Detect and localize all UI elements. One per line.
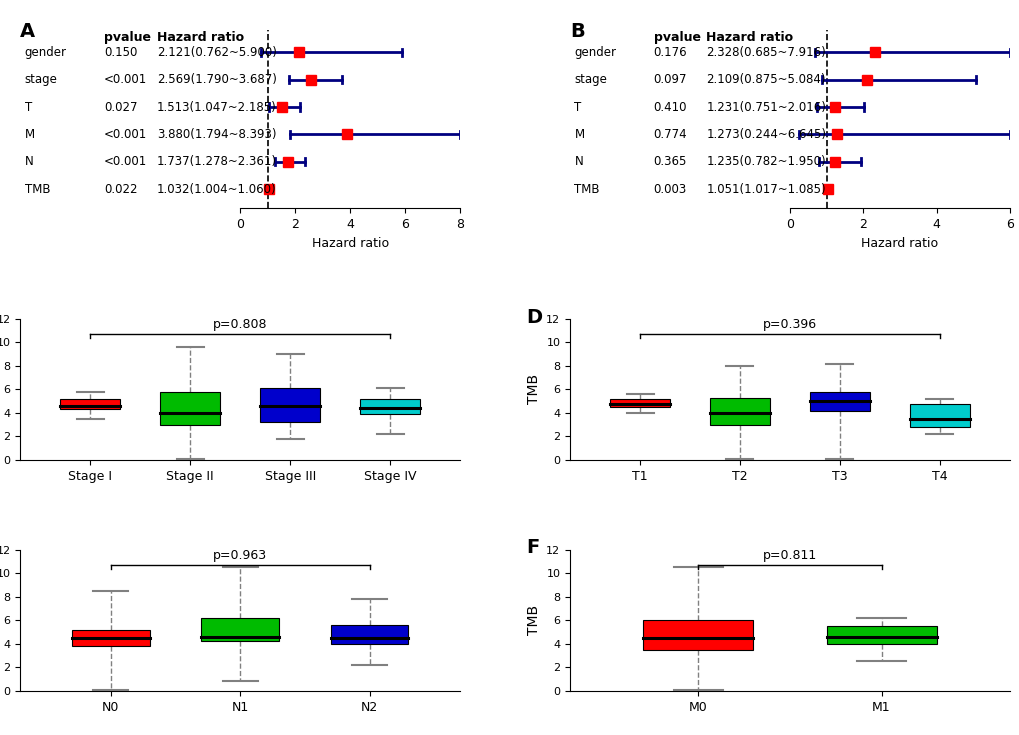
Text: 0.003: 0.003 — [653, 183, 686, 196]
Text: 2.328(0.685~7.916): 2.328(0.685~7.916) — [706, 46, 825, 59]
Text: pvalue: pvalue — [104, 31, 151, 43]
Y-axis label: TMB: TMB — [526, 374, 540, 404]
Text: p=0.963: p=0.963 — [213, 549, 267, 562]
Text: TMB: TMB — [24, 183, 50, 196]
Text: 2.569(1.790~3.687): 2.569(1.790~3.687) — [157, 74, 276, 86]
X-axis label: Hazard ratio: Hazard ratio — [860, 237, 937, 250]
Text: <0.001: <0.001 — [104, 74, 147, 86]
Text: gender: gender — [574, 46, 615, 59]
Bar — [709, 398, 769, 425]
Text: 0.774: 0.774 — [653, 128, 687, 141]
Text: pvalue: pvalue — [653, 31, 700, 43]
Text: Hazard ratio: Hazard ratio — [157, 31, 244, 43]
Bar — [360, 399, 420, 414]
Text: T: T — [24, 101, 32, 113]
Text: p=0.808: p=0.808 — [213, 318, 267, 331]
Text: 0.022: 0.022 — [104, 183, 138, 196]
Bar — [825, 626, 935, 644]
Text: stage: stage — [24, 74, 58, 86]
Bar — [909, 404, 969, 427]
Text: 1.235(0.782~1.950): 1.235(0.782~1.950) — [706, 155, 825, 168]
Text: 0.176: 0.176 — [653, 46, 687, 59]
Text: Hazard ratio: Hazard ratio — [706, 31, 793, 43]
Bar — [809, 392, 869, 411]
Text: N: N — [24, 155, 34, 168]
Text: 0.410: 0.410 — [653, 101, 687, 113]
Bar — [643, 620, 753, 650]
Bar — [202, 618, 279, 642]
Text: p=0.811: p=0.811 — [762, 549, 816, 562]
Text: <0.001: <0.001 — [104, 155, 147, 168]
Text: F: F — [526, 539, 539, 557]
Text: gender: gender — [24, 46, 66, 59]
Bar — [260, 388, 320, 423]
Y-axis label: TMB: TMB — [526, 605, 540, 635]
Text: 1.737(1.278~2.361): 1.737(1.278~2.361) — [157, 155, 276, 168]
Text: N: N — [574, 155, 583, 168]
Text: 1.051(1.017~1.085): 1.051(1.017~1.085) — [706, 183, 825, 196]
Bar — [609, 399, 669, 407]
Text: p=0.396: p=0.396 — [762, 318, 816, 331]
Text: D: D — [526, 307, 542, 326]
Text: T: T — [574, 101, 581, 113]
Bar — [72, 630, 150, 646]
Text: TMB: TMB — [574, 183, 599, 196]
Text: M: M — [24, 128, 35, 141]
Text: 2.109(0.875~5.084): 2.109(0.875~5.084) — [706, 74, 825, 86]
Text: 1.513(1.047~2.185): 1.513(1.047~2.185) — [157, 101, 276, 113]
Text: stage: stage — [574, 74, 606, 86]
Text: B: B — [570, 22, 584, 41]
Text: 2.121(0.762~5.900): 2.121(0.762~5.900) — [157, 46, 276, 59]
Text: 0.150: 0.150 — [104, 46, 138, 59]
Text: 3.880(1.794~8.393): 3.880(1.794~8.393) — [157, 128, 276, 141]
Text: 0.097: 0.097 — [653, 74, 687, 86]
Text: 0.365: 0.365 — [653, 155, 687, 168]
Text: 1.231(0.751~2.016): 1.231(0.751~2.016) — [706, 101, 825, 113]
Text: 1.032(1.004~1.060): 1.032(1.004~1.060) — [157, 183, 276, 196]
Text: A: A — [20, 22, 36, 41]
Bar — [160, 392, 220, 425]
Text: 1.273(0.244~6.645): 1.273(0.244~6.645) — [706, 128, 825, 141]
Text: 0.027: 0.027 — [104, 101, 138, 113]
Bar — [330, 625, 408, 644]
Bar — [60, 399, 120, 409]
Text: M: M — [574, 128, 584, 141]
X-axis label: Hazard ratio: Hazard ratio — [312, 237, 388, 250]
Text: <0.001: <0.001 — [104, 128, 147, 141]
